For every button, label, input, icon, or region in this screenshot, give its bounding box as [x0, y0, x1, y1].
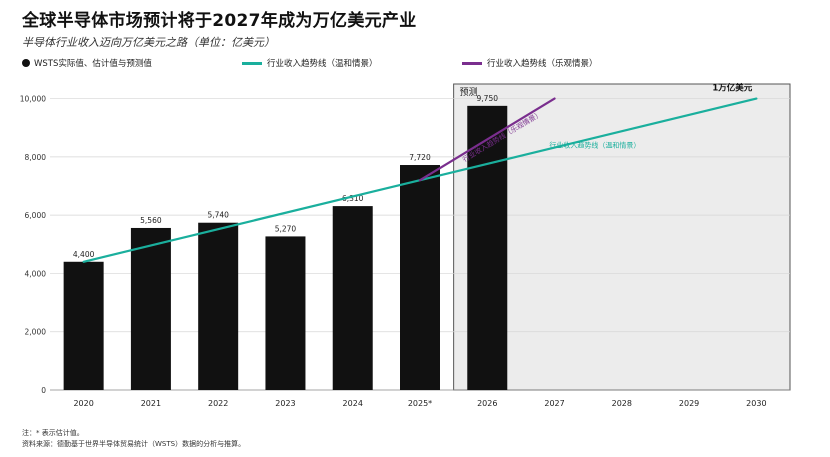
chart-svg: 预测 0 2,000 4,000 6,000 8,000 10,000 4,400 5,560 5… [20, 83, 791, 408]
y-tick-label: 10,000 [20, 95, 46, 104]
bar-value-label: 7,720 [409, 153, 431, 162]
x-tick-label: 2026 [477, 399, 497, 408]
trillion-annotation: 1万亿美元 [712, 83, 752, 94]
bar [332, 206, 373, 390]
x-tick-label: 2028 [612, 399, 632, 408]
legend-item-optimistic: 行业收入趋势线（乐观情景） [462, 57, 598, 69]
footer-note: 注：* 表示估计值。 [22, 429, 84, 437]
x-tick-label: 2021 [141, 399, 161, 408]
bar-value-label: 5,270 [275, 224, 297, 233]
footer: 注：* 表示估计值。 资料来源：德勤基于世界半导体贸易统计（WSTS）数据的分析… [22, 428, 245, 450]
trend-label-moderate: 行业收入趋势线（温和情景） [549, 141, 640, 150]
chart-title: 全球半导体市场预计将于2027年成为万亿美元产业 [22, 11, 417, 31]
y-tick-label: 2,000 [25, 328, 47, 337]
x-tick-label: 2020 [73, 399, 93, 408]
bar-value-label: 4,400 [73, 250, 95, 259]
y-tick-label: 4,000 [25, 269, 47, 278]
x-tick-label: 2029 [679, 399, 699, 408]
forecast-region [453, 83, 791, 391]
y-tick-label: 0 [41, 386, 46, 395]
legend-item-bars: WSTS实际值、估计值与预测值 [22, 57, 152, 69]
legend-item-moderate: 行业收入趋势线（温和情景） [242, 57, 378, 69]
legend: WSTS实际值、估计值与预测值 行业收入趋势线（温和情景） 行业收入趋势线（乐观… [22, 57, 820, 71]
trend-line-optimistic [418, 97, 556, 182]
x-tick-label: 2024 [343, 399, 363, 408]
y-tick-label: 6,000 [25, 211, 47, 220]
forecast-label: 预测 [460, 87, 478, 98]
legend-dot-icon [22, 59, 30, 67]
footer-source: 资料来源：德勤基于世界半导体贸易统计（WSTS）数据的分析与推算。 [22, 440, 246, 448]
bar [63, 261, 104, 390]
x-tick-label: 2023 [275, 399, 295, 408]
bar-value-label: 5,740 [207, 211, 229, 220]
bar [198, 222, 239, 390]
bar-value-label: 9,750 [477, 94, 499, 103]
legend-label-optimistic: 行业收入趋势线（乐观情景） [487, 59, 598, 69]
chart-subtitle: 半导体行业收入迈向万亿美元之路（单位：亿美元） [22, 36, 275, 49]
bar [130, 227, 171, 390]
bar [467, 105, 508, 390]
legend-label-moderate: 行业收入趋势线（温和情景） [267, 59, 378, 69]
legend-line-icon [462, 61, 482, 65]
x-tick-label: 2025* [408, 399, 432, 408]
x-tick-label: 2030 [746, 399, 766, 408]
bar-value-label: 6,310 [342, 194, 364, 203]
bar [400, 165, 440, 390]
bar [265, 236, 306, 390]
y-tick-label: 8,000 [25, 153, 47, 162]
x-tick-label: 2027 [544, 399, 564, 408]
x-tick-label: 2022 [208, 399, 228, 408]
legend-line-icon [242, 61, 262, 65]
legend-label-bars: WSTS实际值、估计值与预测值 [34, 59, 152, 69]
bar-value-label: 5,560 [140, 216, 162, 225]
